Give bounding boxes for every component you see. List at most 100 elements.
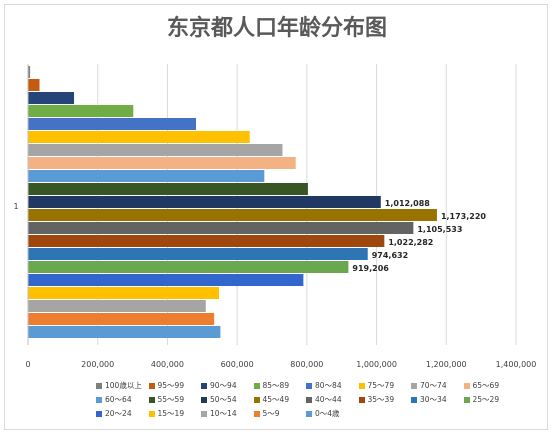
bar-15	[28, 261, 349, 273]
bar-1	[28, 79, 40, 91]
chart-title: 东京都人口年龄分布图	[166, 16, 387, 41]
legend-swatch	[463, 396, 470, 403]
legend-item: 50～54	[201, 394, 254, 405]
bar-19	[28, 313, 215, 325]
x-tick-label: 200,000	[81, 360, 114, 369]
legend-item: 65～69	[463, 380, 517, 391]
x-tick-label: 0	[25, 360, 30, 369]
legend-swatch	[148, 396, 155, 403]
legend-item: 0～4歳	[306, 408, 359, 419]
legend-label: 10～14	[210, 409, 237, 418]
legend-label: 30～34	[420, 395, 447, 404]
legend-swatch	[201, 382, 207, 389]
legend-label: 65～69	[472, 381, 500, 390]
x-tick-label: 1,400,000	[496, 360, 537, 369]
data-label: 1,105,533	[417, 225, 462, 234]
legend-label: 5～9	[262, 409, 280, 418]
y-category-label: 1	[13, 202, 18, 211]
legend-label: 25～29	[472, 395, 500, 404]
legend-swatch	[148, 382, 155, 389]
legend-item: 90～94	[201, 380, 254, 391]
legend-swatch	[306, 396, 312, 403]
legend-swatch	[463, 382, 470, 389]
legend-swatch	[253, 396, 260, 403]
bar-2	[28, 92, 75, 104]
legend-label: 75～79	[367, 381, 395, 390]
legend-item: 100歳以上	[96, 380, 149, 391]
x-tick-label: 400,000	[151, 360, 184, 369]
legend-label: 60～64	[105, 395, 132, 404]
legend-label: 80～84	[315, 381, 342, 390]
legend-label: 15～19	[157, 409, 185, 418]
bar-20	[28, 326, 221, 338]
legend-label: 85～89	[262, 381, 290, 390]
legend-label: 35～39	[367, 395, 395, 404]
bar-7	[28, 157, 296, 169]
legend-swatch	[201, 396, 207, 403]
bar-5	[28, 131, 250, 143]
legend-label: 45～49	[262, 395, 290, 404]
legend-label: 95～99	[157, 381, 185, 390]
bar-8	[28, 170, 265, 182]
legend-item: 25～29	[463, 394, 517, 405]
legend-item: 45～49	[253, 394, 307, 405]
bar-6	[28, 144, 283, 156]
bar-4	[28, 118, 197, 130]
legend-swatch	[306, 382, 312, 389]
legend-label: 40～44	[315, 395, 342, 404]
legend-item: 30～34	[411, 394, 464, 405]
legend-label: 70～74	[420, 381, 447, 390]
bar-13	[28, 235, 385, 247]
x-tick-label: 600,000	[221, 360, 254, 369]
data-label: 1,173,220	[441, 212, 486, 221]
x-tick-label: 1,000,000	[356, 360, 397, 369]
bar-14	[28, 248, 368, 260]
legend-item: 35～39	[358, 394, 412, 405]
bar-11	[28, 209, 437, 221]
legend-swatch	[358, 396, 365, 403]
legend-item: 70～74	[411, 380, 464, 391]
bar-16	[28, 274, 304, 286]
data-label: 1,022,282	[388, 238, 433, 247]
bar-12	[28, 222, 414, 234]
bar-3	[28, 105, 134, 117]
legend-item: 40～44	[306, 394, 359, 405]
legend-swatch	[96, 382, 102, 389]
legend-swatch	[148, 410, 155, 417]
x-tick-label: 1,200,000	[426, 360, 467, 369]
legend-swatch	[411, 396, 417, 403]
legend-item: 10～14	[201, 408, 254, 419]
legend-swatch	[253, 410, 260, 417]
legend-swatch	[306, 410, 312, 417]
data-label: 1,012,088	[385, 199, 430, 208]
legend-swatch	[411, 382, 417, 389]
chart-legend: 100歳以上 95～99 90～94 85～89 80～84 75～79 70～74 65～6…	[96, 380, 516, 419]
legend-item: 75～79	[358, 380, 412, 391]
legend-label: 100歳以上	[105, 381, 142, 390]
bar-10	[28, 196, 381, 208]
legend-item: 55～59	[148, 394, 202, 405]
legend-swatch	[358, 382, 365, 389]
legend-item: 85～89	[253, 380, 307, 391]
legend-label: 20～24	[105, 409, 132, 418]
legend-item: 80～84	[306, 380, 359, 391]
data-label: 974,632	[372, 251, 408, 260]
legend-label: 0～4歳	[315, 409, 340, 418]
legend-item: 5～9	[253, 408, 307, 419]
bar-17	[28, 287, 220, 299]
legend-swatch	[96, 396, 102, 403]
legend-label: 50～54	[210, 395, 237, 404]
data-label: 919,206	[352, 264, 389, 273]
bar-9	[28, 183, 308, 195]
bar-18	[28, 300, 206, 312]
legend-swatch	[201, 410, 207, 417]
x-tick-label: 800,000	[290, 360, 323, 369]
legend-item: 15～19	[148, 408, 202, 419]
legend-item: 95～99	[148, 380, 202, 391]
legend-label: 55～59	[157, 395, 185, 404]
legend-item: 60～64	[96, 394, 149, 405]
legend-item: 20～24	[96, 408, 149, 419]
legend-label: 90～94	[210, 381, 237, 390]
legend-swatch	[253, 382, 260, 389]
